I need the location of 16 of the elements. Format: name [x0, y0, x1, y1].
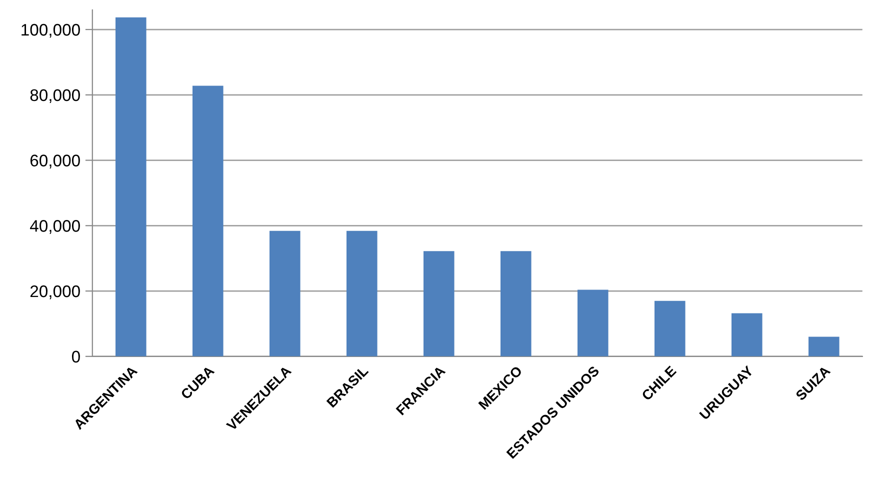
bar	[500, 251, 532, 356]
bar	[808, 336, 840, 356]
bar	[346, 230, 378, 356]
y-tick-label: 80,000	[30, 89, 80, 104]
bar	[578, 290, 608, 356]
y-tick-label: 0	[72, 350, 80, 363]
bar	[424, 251, 454, 356]
bar	[270, 230, 300, 356]
bar	[732, 313, 762, 356]
y-tick-label: 100,000	[22, 24, 80, 38]
bar	[192, 86, 224, 356]
y-tick-label: 40,000	[30, 220, 80, 234]
y-tick-label: 60,000	[30, 154, 80, 168]
bar	[116, 17, 146, 356]
bar	[654, 300, 686, 356]
y-tick-label: 20,000	[30, 285, 80, 300]
